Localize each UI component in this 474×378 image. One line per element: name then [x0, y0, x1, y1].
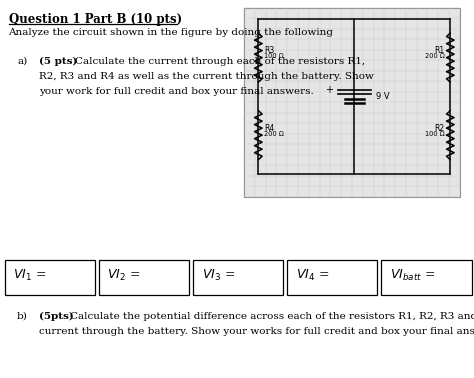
Text: $VI_{batt}$ =: $VI_{batt}$ = — [390, 268, 435, 283]
Bar — [99, 260, 189, 295]
Text: (5 pts): (5 pts) — [39, 57, 78, 66]
Bar — [5, 260, 95, 295]
Text: 100 Ω: 100 Ω — [264, 53, 283, 59]
Text: $VI_1$ =: $VI_1$ = — [13, 268, 46, 283]
Bar — [287, 260, 377, 295]
Text: $VI_3$ =: $VI_3$ = — [201, 268, 235, 283]
Text: R4: R4 — [264, 124, 274, 133]
Text: Question 1 Part B (10 pts): Question 1 Part B (10 pts) — [9, 13, 182, 26]
Text: 200 Ω: 200 Ω — [264, 131, 284, 136]
Text: Calculate the potential difference across each of the resistors R1, R2, R3 and R: Calculate the potential difference acros… — [70, 312, 474, 321]
Text: R1: R1 — [435, 46, 445, 55]
Text: Calculate the current through each of the resistors R1,: Calculate the current through each of th… — [75, 57, 365, 66]
Text: R2: R2 — [435, 124, 445, 133]
Text: (5pts): (5pts) — [39, 312, 74, 321]
Text: Analyze the circuit shown in the figure by doing the following: Analyze the circuit shown in the figure … — [9, 28, 334, 37]
Text: $VI_4$ =: $VI_4$ = — [296, 268, 329, 283]
Bar — [381, 260, 472, 295]
Text: 200 Ω: 200 Ω — [425, 53, 445, 59]
Text: $VI_2$ =: $VI_2$ = — [108, 268, 141, 283]
Text: a): a) — [17, 57, 27, 66]
Text: your work for full credit and box your final answers.: your work for full credit and box your f… — [39, 87, 314, 96]
Text: current through the battery. Show your works for full credit and box your final : current through the battery. Show your w… — [39, 327, 474, 336]
Text: R2, R3 and R4 as well as the current through the battery. Show: R2, R3 and R4 as well as the current thr… — [39, 72, 374, 81]
Text: +: + — [325, 85, 333, 94]
Text: 9 V: 9 V — [375, 92, 389, 101]
Bar — [244, 8, 460, 197]
Bar — [193, 260, 283, 295]
Text: 100 Ω: 100 Ω — [425, 131, 445, 136]
Text: R3: R3 — [264, 46, 274, 55]
Text: b): b) — [17, 312, 28, 321]
